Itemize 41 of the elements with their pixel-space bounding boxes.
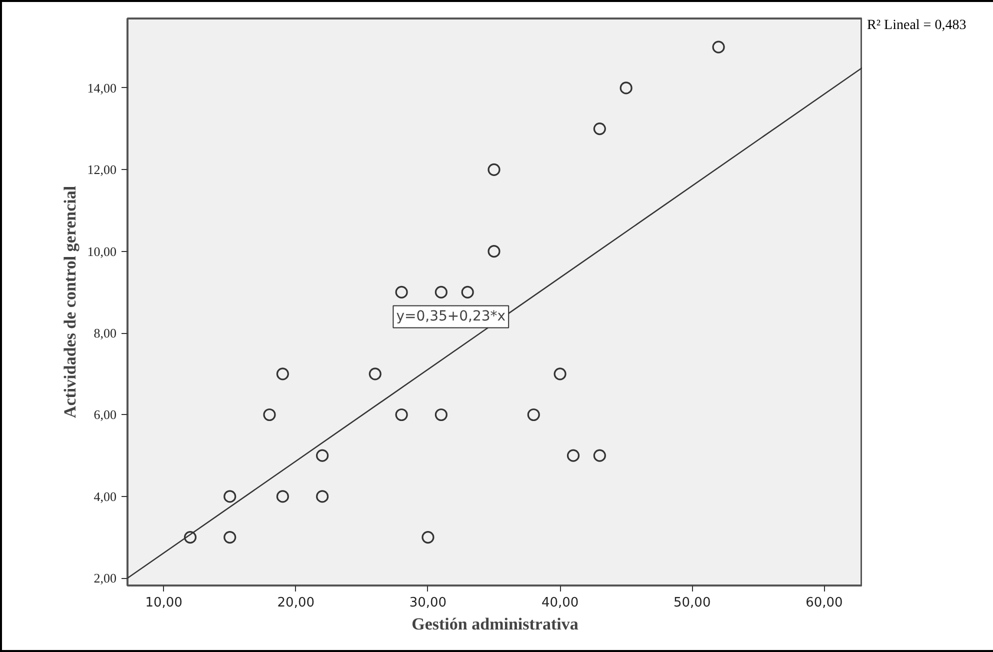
y-tick-label: 4,00 [94,488,116,504]
point [224,531,236,544]
point [224,490,236,503]
point [395,286,408,298]
point [488,163,500,176]
x-tick-label: 50,00 [674,596,711,610]
point [712,40,725,54]
point [593,122,606,136]
point [620,82,632,94]
point [184,531,197,544]
point [395,408,408,422]
point [422,531,434,544]
annotation: y=0,35+0,23*x [396,308,506,325]
point [488,245,500,258]
point [434,408,448,422]
point [554,368,566,380]
point [566,449,580,462]
point [316,449,329,462]
y-tick-label: 8,00 [94,326,116,341]
y-tick-label: 14,00 [87,80,116,96]
y-tick-label: 10,00 [87,244,116,259]
point [461,286,474,298]
text: R² Lineal = 0,483 [867,17,966,35]
y-tick-label: 2,00 [94,570,116,586]
point [434,286,448,298]
point [263,408,276,422]
point [276,490,289,503]
y-axis-title: Actividades de control gerencial [60,186,80,418]
x-axis-title: Gestión administrativa [412,614,579,634]
x-tick-label: 40,00 [541,596,579,610]
x-tick-label: 30,00 [409,596,447,610]
point [276,368,289,380]
point [316,490,329,503]
point [527,408,540,422]
x-tick-label: 20,00 [277,596,315,610]
x-tick-label: 10,00 [145,596,182,610]
point [368,368,382,380]
x-tick-label: 60,00 [806,596,843,610]
point [593,449,606,462]
y-tick-label: 6,00 [94,407,116,422]
y-tick-label: 12,00 [87,162,116,178]
